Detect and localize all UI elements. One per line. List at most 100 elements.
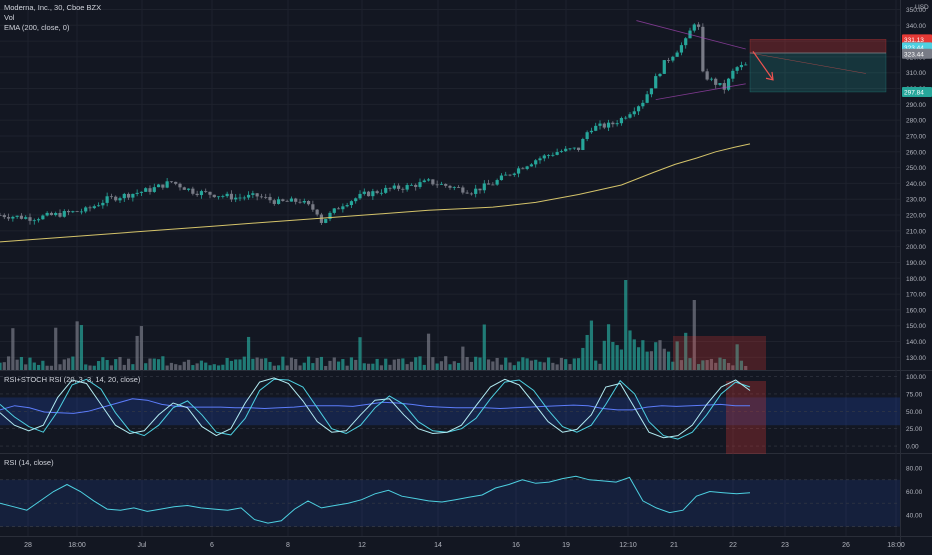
price-tick-label: 240.00 — [906, 181, 926, 188]
volume-bar — [598, 363, 602, 370]
candle-body — [238, 197, 242, 199]
candle-body — [71, 211, 75, 213]
candle-body — [182, 187, 186, 190]
volume-bar — [139, 326, 144, 370]
volume-bar — [426, 333, 431, 370]
candle-body — [456, 187, 461, 188]
volume-bar — [534, 359, 538, 370]
price-tick-label: 200.00 — [906, 244, 926, 251]
candle-body — [264, 196, 268, 198]
volume-bar — [658, 340, 662, 370]
volume-bar — [66, 358, 71, 370]
candle-body — [598, 123, 602, 126]
volume-bar — [45, 365, 49, 370]
candle-body — [654, 76, 658, 89]
candle-body — [148, 188, 152, 192]
volume-bar — [628, 330, 632, 370]
candle-body — [435, 184, 439, 186]
volume-bar — [109, 365, 114, 370]
volume-bar — [79, 325, 84, 370]
candle-body — [45, 212, 49, 216]
volume-highlight-zone — [673, 336, 766, 370]
candle-body — [696, 24, 701, 27]
candle-body — [341, 206, 345, 210]
candle-body — [705, 71, 709, 80]
volume-bar — [439, 361, 444, 370]
volume-bar — [62, 359, 66, 370]
volume-bar — [572, 358, 576, 370]
candle-body — [354, 198, 358, 202]
candle-body — [666, 60, 671, 61]
volume-bar — [392, 359, 396, 370]
price-label-box — [902, 48, 932, 59]
price-tick-label: 290.00 — [906, 102, 926, 109]
candle-body — [358, 193, 362, 199]
time-tick-label: 6 — [210, 542, 214, 549]
price-tick-label: 220.00 — [906, 213, 926, 220]
volume-bar — [632, 339, 636, 370]
candle-body — [161, 184, 165, 188]
candle-body — [212, 194, 216, 198]
stoch-highlight-zone — [726, 381, 766, 454]
candle-body — [84, 207, 88, 212]
volume-bar — [114, 359, 118, 370]
volume-bar — [375, 358, 379, 370]
volume-bar — [405, 364, 409, 370]
candle-body — [311, 204, 315, 210]
volume-bar — [718, 357, 722, 370]
volume-bar — [152, 358, 156, 370]
time-tick-label: Jul — [138, 542, 147, 549]
short-arrow-line — [752, 51, 774, 81]
candle-body — [135, 192, 139, 194]
volume-bar — [238, 359, 242, 370]
candle-body — [401, 188, 405, 190]
volume-bar — [486, 359, 491, 370]
candle-body — [2, 215, 6, 218]
candle-body — [96, 205, 101, 207]
candle-body — [735, 67, 739, 71]
candle-body — [246, 194, 251, 198]
volume-bar — [735, 344, 739, 370]
volume-bar — [504, 357, 508, 370]
candle-body — [675, 52, 679, 57]
volume-bar — [546, 357, 551, 370]
candle-body — [679, 45, 684, 53]
candle-body — [234, 197, 238, 200]
volume-bar — [221, 364, 225, 370]
price-tick-label: 180.00 — [906, 276, 926, 283]
volume-bar — [174, 364, 178, 370]
volume-bar — [354, 359, 358, 370]
stoch-tick-label: 100.00 — [906, 374, 926, 381]
candle-body — [636, 106, 641, 112]
candle-body — [281, 199, 285, 201]
volume-bar — [619, 349, 624, 370]
volume-bar — [602, 340, 606, 370]
time-tick-label: 12 — [358, 542, 366, 549]
volume-bar — [675, 341, 679, 370]
candle-body — [478, 188, 482, 191]
volume-bar — [431, 357, 435, 370]
price-tick-label: 130.00 — [906, 355, 926, 362]
candle-body — [362, 191, 366, 194]
volume-bar — [319, 356, 324, 370]
stoch-tick-label: 50.00 — [906, 409, 923, 416]
candle-body — [624, 117, 628, 119]
volume-bar — [328, 360, 332, 370]
price-tick-label: 250.00 — [906, 165, 926, 172]
candle-body — [405, 185, 409, 190]
volume-bar — [636, 347, 641, 370]
candle-body — [216, 196, 221, 198]
volume-bar — [259, 358, 264, 370]
candle-body — [272, 200, 276, 204]
volume-bar — [714, 362, 718, 370]
candle-body — [739, 65, 744, 68]
candle-body — [0, 215, 2, 216]
candle-body — [714, 78, 718, 85]
candle-body — [375, 191, 379, 194]
volume-bar — [512, 365, 516, 370]
volume-bar — [0, 362, 2, 370]
volume-bar — [285, 365, 289, 370]
volume-bar — [516, 361, 521, 370]
